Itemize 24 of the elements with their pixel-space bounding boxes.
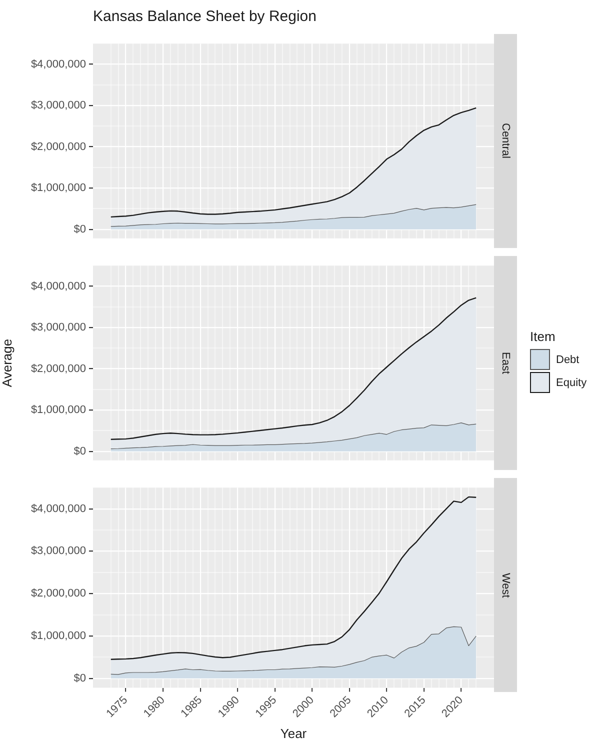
y-tick-label: $2,000,000 [30,362,86,375]
y-tick-label: $0 [74,223,86,236]
y-axis-title: Average [0,338,14,388]
y-tick-label: $1,000,000 [30,182,86,194]
y-tick-label: $0 [74,672,86,684]
legend-label: Debt [556,354,580,366]
y-tick-label: $2,000,000 [30,140,86,153]
y-tick-label: $4,000,000 [30,58,86,70]
y-tick-label: $0 [74,445,86,458]
y-tick-label: $3,000,000 [30,545,86,558]
chart-title: Kansas Balance Sheet by Region [93,8,316,25]
y-tick-label: $1,000,000 [30,404,86,416]
text: Central [500,123,512,159]
y-tick-label: $4,000,000 [30,502,86,515]
y-tick-label: $1,000,000 [30,630,86,642]
y-tick-label: $4,000,000 [30,280,86,292]
text: East [500,352,512,374]
legend-title: Item [530,329,556,344]
x-axis-title: Year [280,726,308,741]
text: West [500,572,512,598]
y-tick-label: $3,000,000 [30,322,86,334]
legend-label: Equity [556,376,587,388]
y-tick-label: $3,000,000 [30,100,86,112]
y-tick-label: $2,000,000 [30,588,86,600]
